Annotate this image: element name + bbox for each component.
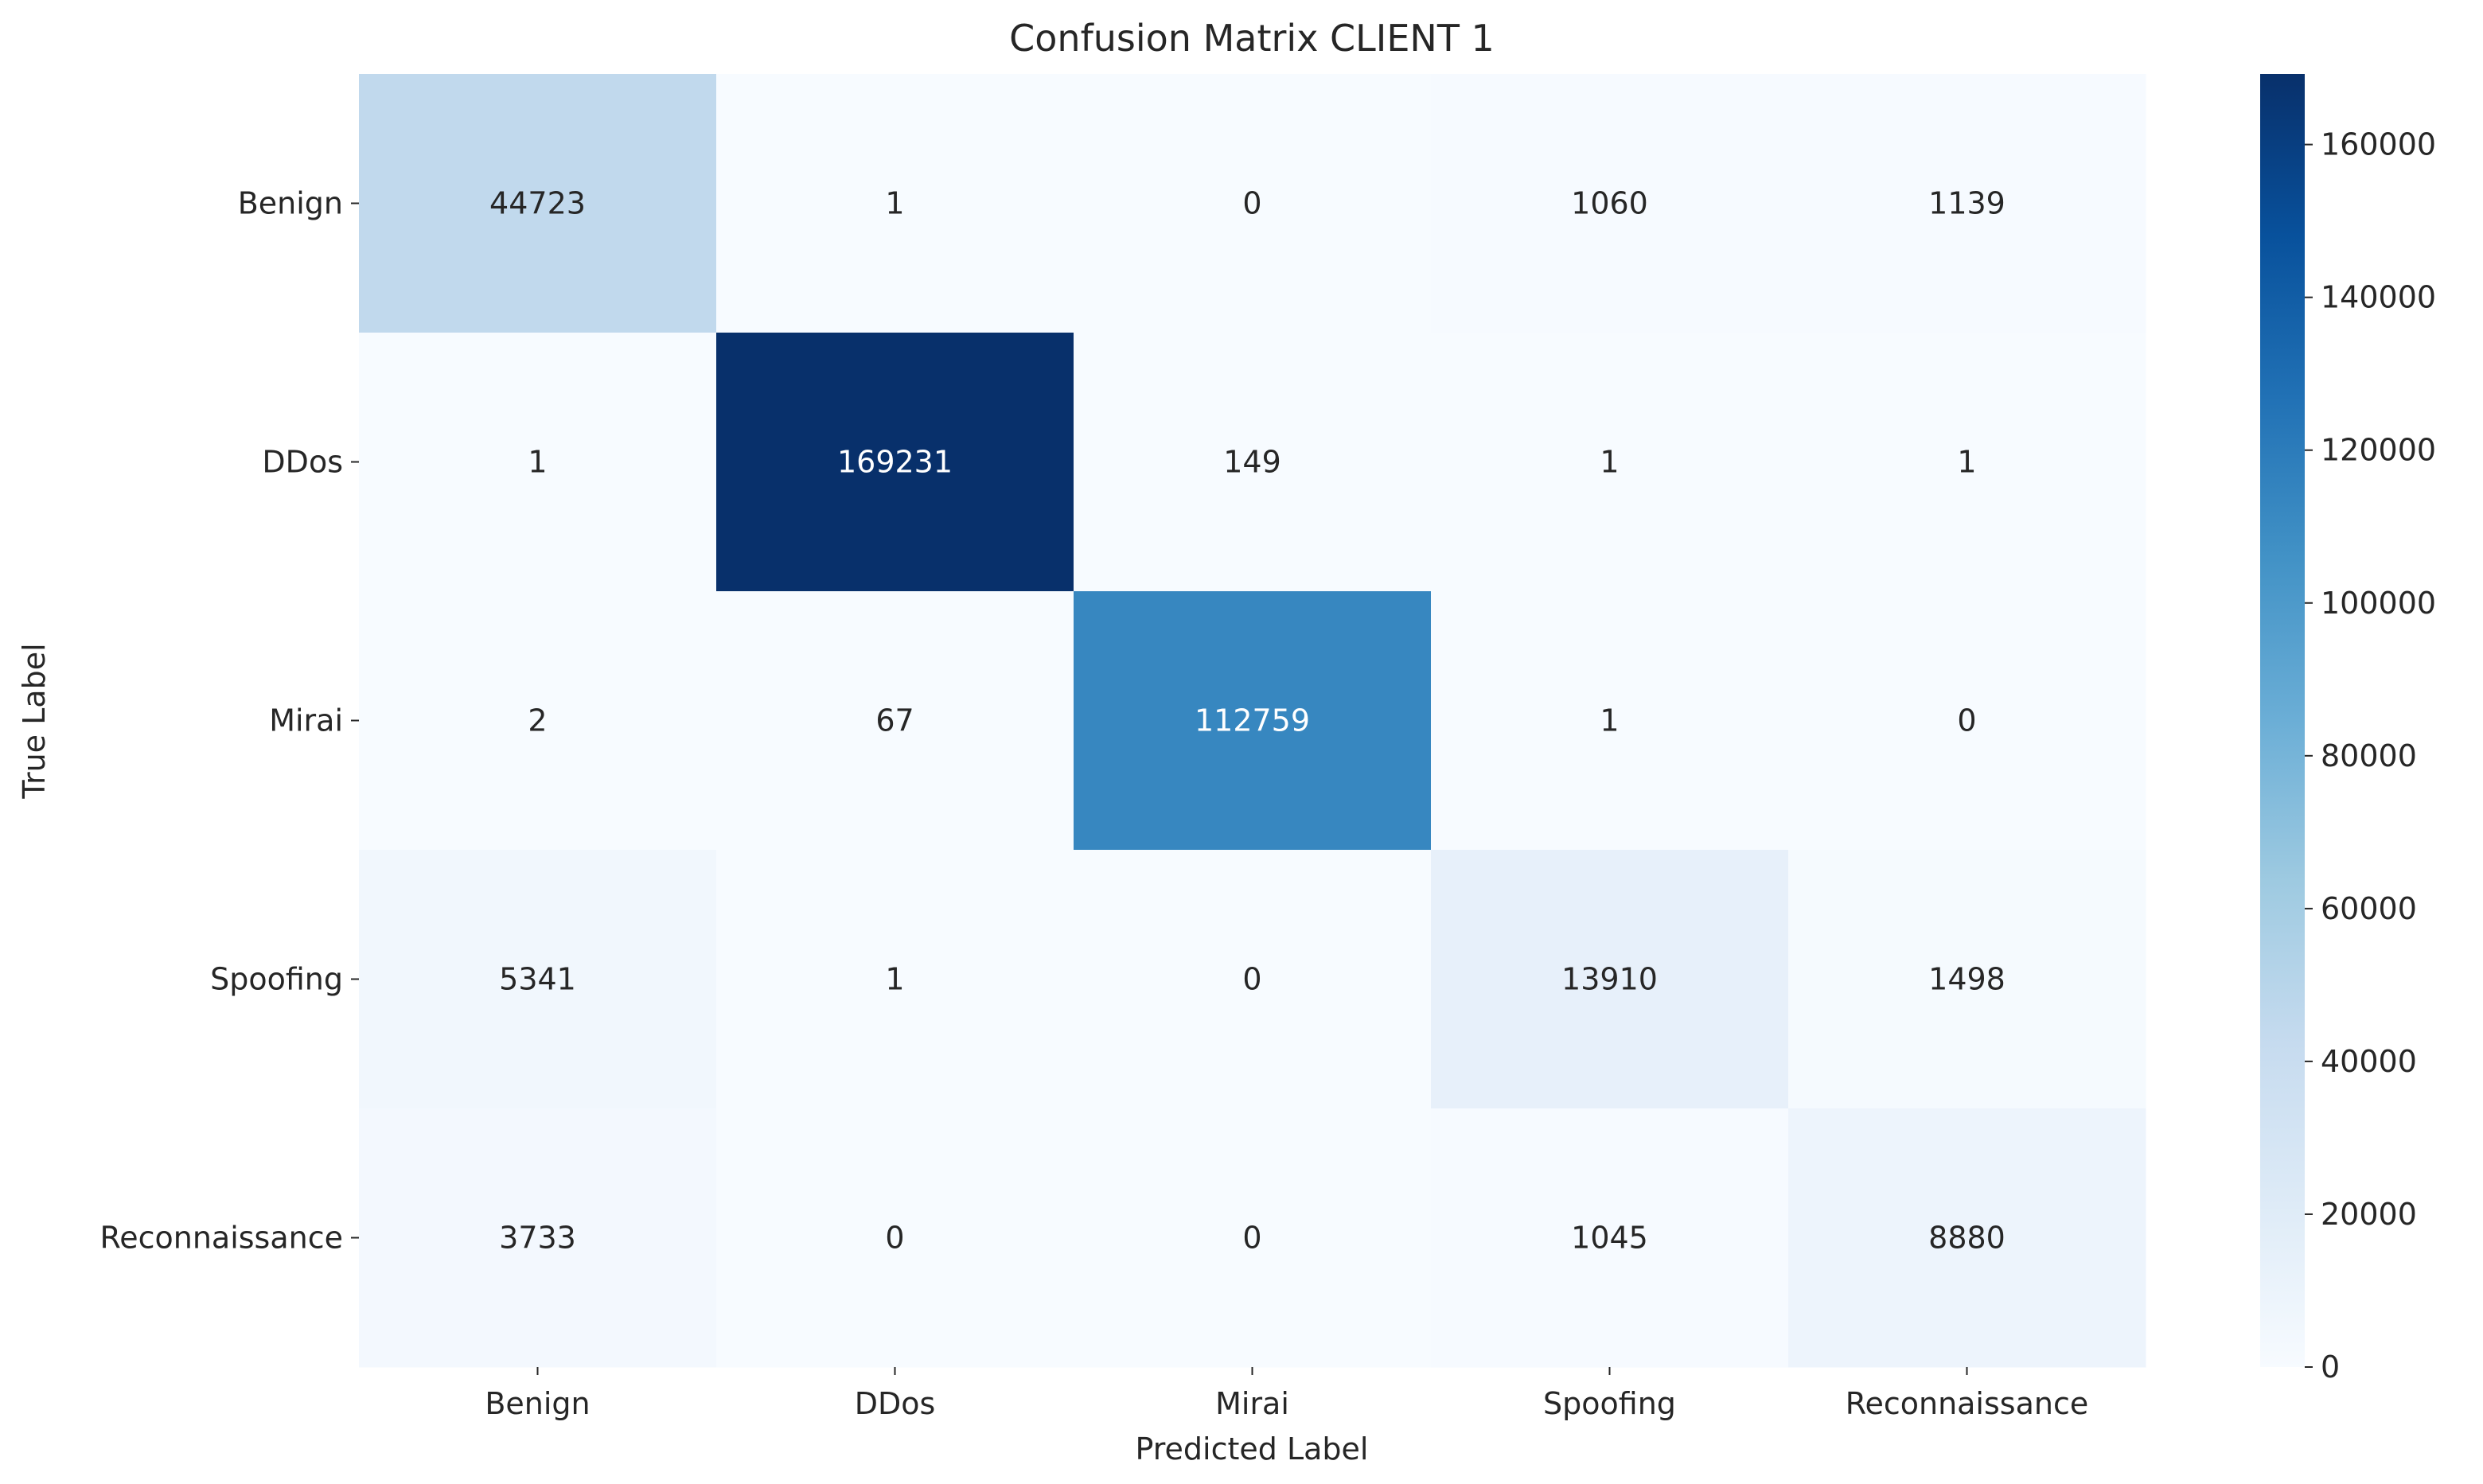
heatmap-cell	[359, 850, 717, 1109]
x-tick-label: DDos	[855, 1386, 936, 1421]
heatmap-cell	[1788, 74, 2146, 333]
y-axis-ticks: Benign DDos Mirai Spoofing Reconnaissance	[100, 186, 359, 1256]
cell-value: 1139	[1928, 186, 2005, 221]
y-tick-label: Mirai	[269, 703, 343, 738]
cell-value: 3733	[499, 1221, 576, 1256]
colorbar-tick-label: 0	[2321, 1350, 2340, 1385]
heatmap-cell	[1431, 74, 1789, 333]
cell-value: 2	[528, 703, 547, 738]
heatmap-cells: 44723 1 0 1060 1139 1 169231 149 1 1 2 67 112759 1 0 53…	[359, 74, 2146, 1368]
heatmap-cell	[1788, 591, 2146, 851]
colorbar-tick-label: 80000	[2321, 738, 2417, 773]
cell-value: 169231	[837, 445, 953, 480]
cell-value: 1045	[1571, 1221, 1648, 1256]
heatmap-cell	[1431, 591, 1789, 851]
colorbar-tick-label: 20000	[2321, 1197, 2417, 1232]
heatmap-cell	[1788, 333, 2146, 592]
x-axis-ticks: Benign DDos Mirai Spoofing Reconnaissance	[485, 1367, 2088, 1421]
cell-value: 67	[875, 703, 914, 738]
heatmap-cell	[716, 1108, 1074, 1368]
cell-value: 1498	[1928, 962, 2005, 997]
heatmap-cell	[716, 850, 1074, 1109]
heatmap-cell	[1074, 333, 1432, 592]
heatmap-cell	[359, 74, 717, 333]
cell-value: 1	[1600, 445, 1619, 480]
heatmap-cell	[716, 74, 1074, 333]
cell-value: 5341	[499, 962, 576, 997]
cell-value: 1	[1600, 703, 1619, 738]
heatmap-cell	[359, 1108, 717, 1368]
cell-value: 1	[528, 445, 547, 480]
cell-value: 8880	[1928, 1221, 2005, 1256]
cell-value: 1	[885, 962, 904, 997]
x-tick-label: Benign	[485, 1386, 590, 1421]
x-tick-label: Mirai	[1215, 1386, 1289, 1421]
heatmap-cell	[359, 591, 717, 851]
heatmap-cell	[1074, 74, 1432, 333]
heatmap-cell	[1788, 850, 2146, 1109]
colorbar-tick-label: 60000	[2321, 891, 2417, 926]
heatmap-cell	[1788, 1108, 2146, 1368]
chart-title: Confusion Matrix CLIENT 1	[1009, 17, 1495, 60]
colorbar-tick-label: 140000	[2321, 280, 2436, 315]
heatmap-cell	[1431, 850, 1789, 1109]
colorbar-tick-label: 40000	[2321, 1044, 2417, 1079]
cell-value: 1	[1957, 445, 1976, 480]
cell-value: 0	[885, 1221, 904, 1256]
colorbar	[2260, 74, 2305, 1367]
cell-value: 149	[1223, 445, 1281, 480]
cell-value: 0	[1957, 703, 1976, 738]
heatmap-cell	[1431, 1108, 1789, 1368]
cell-value: 0	[1242, 186, 1261, 221]
heatmap-cell	[1431, 333, 1789, 592]
cell-value: 1	[885, 186, 904, 221]
cell-value: 13910	[1561, 962, 1658, 997]
y-tick-label: Spoofing	[210, 962, 343, 997]
cell-value: 1060	[1571, 186, 1648, 221]
heatmap-cell	[1074, 850, 1432, 1109]
colorbar-tick-label: 100000	[2321, 586, 2436, 621]
x-tick-label: Reconnaissance	[1846, 1386, 2088, 1421]
cell-value: 0	[1242, 962, 1261, 997]
cell-value: 0	[1242, 1221, 1261, 1256]
heatmap-cell	[1074, 1108, 1432, 1368]
heatmap-cell	[716, 333, 1074, 592]
cell-value: 112759	[1195, 703, 1310, 738]
y-axis-title: True Label	[17, 643, 52, 799]
y-tick-label: DDos	[262, 445, 343, 480]
x-axis-title: Predicted Label	[1136, 1431, 1369, 1466]
colorbar-tick-label: 120000	[2321, 433, 2436, 468]
heatmap-cell	[716, 591, 1074, 851]
heatmap-cell	[1074, 591, 1432, 851]
y-tick-label: Reconnaissance	[100, 1221, 343, 1256]
colorbar-tick-label: 160000	[2321, 127, 2436, 162]
colorbar-ticks: 0 20000 40000 60000 80000 100000 120000 140000 1…	[2305, 127, 2436, 1385]
x-tick-label: Spoofing	[1543, 1386, 1676, 1421]
heatmap-cell	[359, 333, 717, 592]
cell-value: 44723	[489, 186, 586, 221]
y-tick-label: Benign	[238, 186, 343, 221]
